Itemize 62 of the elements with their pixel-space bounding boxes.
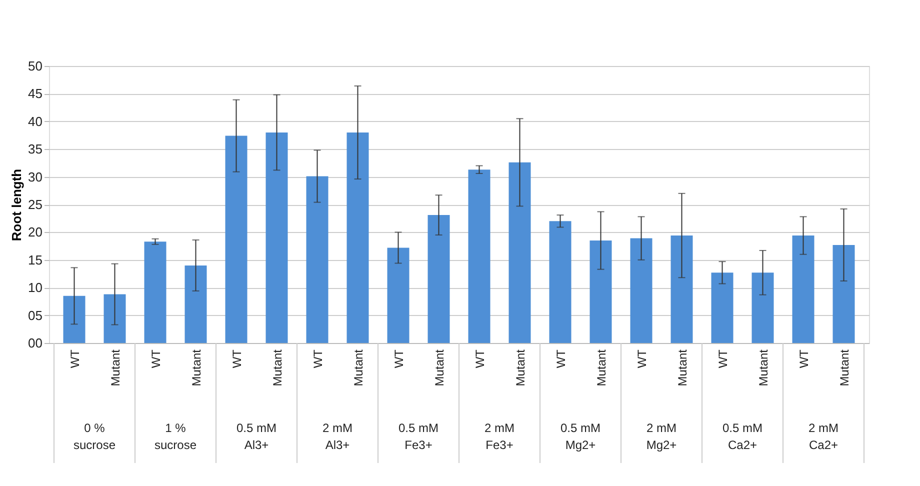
x-tick-label: WT [554, 348, 568, 368]
text: 0.5 mM Fe3+ [398, 421, 439, 452]
x-tick-label: WT [796, 348, 811, 368]
text: 0 % sucrose [73, 421, 116, 452]
bar [63, 296, 86, 343]
x-tick-label: Mutant [594, 348, 608, 386]
y-tick-label: 45 [28, 86, 42, 102]
x-tick-label: WT [230, 348, 244, 368]
bar [508, 162, 531, 343]
y-axis-title: Root length [9, 168, 24, 242]
bar [549, 221, 572, 343]
y-tick-label: 10 [28, 280, 42, 296]
y-tick-label: 30 [28, 169, 42, 184]
text: 0.5 mM Mg2+ [560, 421, 601, 452]
x-tick-label: Mutant [108, 348, 122, 386]
x-tick-label: WT [634, 348, 649, 368]
x-tick-label: Mutant [351, 348, 366, 386]
bar [711, 272, 734, 343]
y-tick-label: 20 [28, 224, 42, 240]
y-tick-label: 05 [28, 308, 42, 323]
bar [266, 132, 288, 343]
bar [468, 170, 490, 343]
bar [630, 238, 652, 343]
x-tick-label: Mutant [756, 348, 770, 386]
bar [590, 240, 612, 343]
x-tick-label: WT [392, 348, 406, 368]
bar [387, 248, 410, 343]
bar [144, 242, 166, 343]
bar [670, 236, 693, 343]
x-tick-label: Mutant [837, 348, 852, 386]
text: 2 mM Ca2+ [808, 421, 839, 452]
x-tick-label: Mutant [270, 348, 284, 386]
x-tick-label: Mutant [675, 348, 690, 386]
x-tick-label: WT [716, 348, 730, 368]
x-tick-label: WT [68, 348, 82, 368]
y-tick-label: 25 [28, 197, 42, 212]
bar [306, 176, 328, 343]
y-tick-label: 40 [28, 114, 42, 129]
text: 0.5 mM Ca2+ [722, 421, 763, 452]
x-tick-label: WT [310, 348, 325, 368]
y-tick-label: 00 [28, 336, 42, 350]
y-tick-label: 15 [28, 252, 42, 268]
x-tick-label: Mutant [513, 348, 528, 386]
bar [832, 244, 855, 343]
bar [225, 136, 248, 343]
x-tick-label: WT [148, 348, 163, 368]
text: 2 mM Fe3+ [484, 421, 515, 452]
x-tick-label: WT [472, 348, 487, 368]
text: 1 % sucrose [154, 421, 197, 452]
bar [104, 294, 126, 343]
bar [752, 272, 774, 343]
text: 2 mM Al3+ [322, 421, 353, 452]
bar [184, 265, 207, 343]
text: 2 mM Mg2+ [646, 421, 677, 452]
y-tick-label: 50 [28, 58, 42, 74]
text: 0.5 mM Al3+ [236, 421, 277, 452]
bar [346, 132, 369, 343]
x-tick-label: Mutant [189, 348, 204, 386]
bar [792, 236, 814, 343]
y-tick-label: 35 [28, 142, 42, 157]
x-tick-label: Mutant [432, 348, 446, 386]
bar [428, 215, 450, 343]
